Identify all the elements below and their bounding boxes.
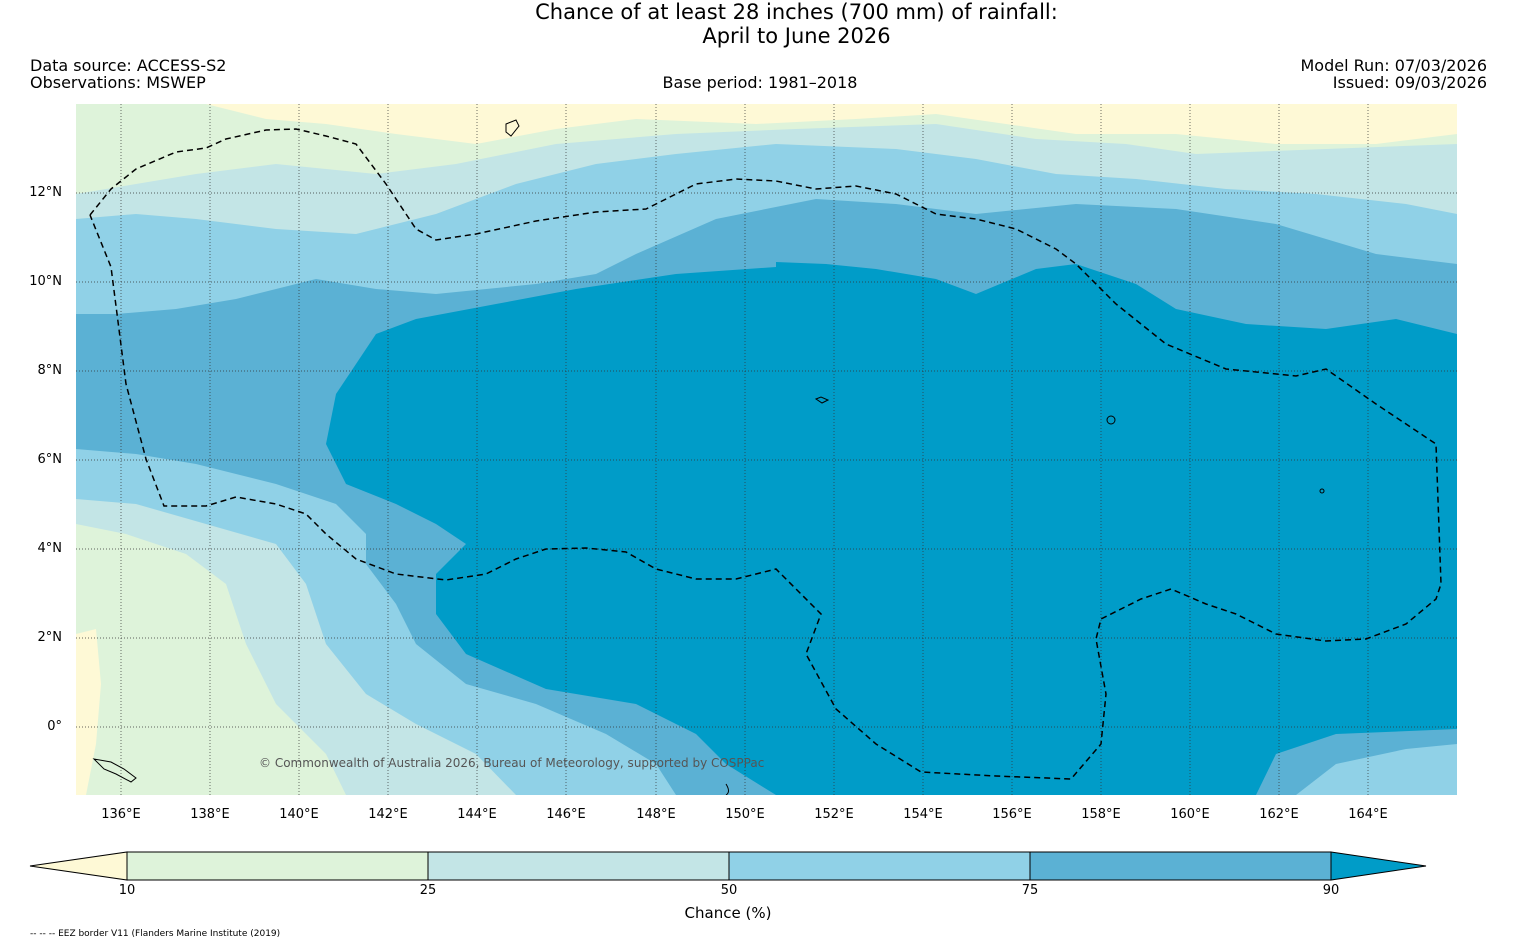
- band-below-10: [206, 104, 1457, 144]
- band-50-75-south: [1296, 744, 1457, 795]
- lon-label-142e: 142°E: [368, 807, 408, 822]
- eez-border: [89, 128, 1442, 780]
- rainfall-probability-map: [76, 104, 1457, 795]
- kosrae-island: [1319, 488, 1325, 494]
- guam-island: [505, 119, 520, 137]
- data-source-label: Data source: ACCESS-S2: [30, 56, 227, 75]
- lat-label-0: 0°: [47, 719, 62, 734]
- band-50-75: [76, 104, 1457, 795]
- colorbar-tick-90: 90: [1322, 883, 1340, 898]
- colorbar-segment-75-90: [1029, 851, 1332, 881]
- lat-label-4n: 4°N: [37, 541, 63, 556]
- map-title-line1: Chance of at least 28 inches (700 mm) of…: [535, 0, 1058, 24]
- lon-label-154e: 154°E: [903, 807, 943, 822]
- lat-label-8n: 8°N: [37, 363, 63, 378]
- model-run-label: Model Run: 07/03/2026: [1300, 56, 1488, 75]
- chuuk-island: [814, 396, 830, 404]
- colorbar-tick-50: 50: [720, 883, 738, 898]
- issued-label: Issued: 09/03/2026: [1332, 73, 1487, 92]
- observations-label: Observations: MSWEP: [30, 73, 206, 92]
- colorbar-tick-75: 75: [1021, 883, 1039, 898]
- eez-footnote: -- -- -- EEZ border V11 (Flanders Marine…: [30, 929, 281, 939]
- lon-label-146e: 146°E: [546, 807, 586, 822]
- lon-label-140e: 140°E: [279, 807, 319, 822]
- lat-label-2n: 2°N: [37, 630, 63, 645]
- lon-label-138e: 138°E: [190, 807, 230, 822]
- colorbar: [29, 851, 1427, 881]
- lon-label-144e: 144°E: [457, 807, 497, 822]
- base-period-label: Base period: 1981–2018: [662, 73, 858, 92]
- pohnpei-island: [1106, 415, 1116, 425]
- map-title-line2: April to June 2026: [702, 24, 891, 48]
- lon-label-152e: 152°E: [814, 807, 854, 822]
- band-10-25: [76, 104, 1457, 795]
- islands: [92, 119, 1325, 795]
- lat-label-10n: 10°N: [29, 274, 62, 289]
- colorbar-segment-above-90: [1330, 851, 1427, 881]
- lon-label-162e: 162°E: [1259, 807, 1299, 822]
- colorbar-segment-below-10: [29, 851, 128, 881]
- palau-island: [92, 758, 137, 783]
- copyright-notice: © Commonwealth of Australia 2026, Bureau…: [259, 756, 765, 770]
- map-svg: [76, 104, 1457, 795]
- lon-label-156e: 156°E: [992, 807, 1032, 822]
- lat-label-6n: 6°N: [37, 452, 63, 467]
- colorbar-tick-10: 10: [118, 883, 136, 898]
- graticule: [76, 104, 1457, 795]
- lon-label-148e: 148°E: [636, 807, 676, 822]
- colorbar-segment-10-25: [126, 851, 429, 881]
- lon-label-158e: 158°E: [1081, 807, 1121, 822]
- colorbar-tick-25: 25: [419, 883, 437, 898]
- lat-label-12n: 12°N: [29, 185, 62, 200]
- colorbar-title: Chance (%): [684, 904, 772, 922]
- lon-label-164e: 164°E: [1348, 807, 1388, 822]
- colorbar-segment-25-50: [427, 851, 730, 881]
- lon-label-160e: 160°E: [1170, 807, 1210, 822]
- new-guinea-coast: [725, 783, 729, 795]
- colorbar-segment-50-75: [728, 851, 1031, 881]
- band-below-10-west: [76, 629, 101, 795]
- lon-label-150e: 150°E: [725, 807, 765, 822]
- lon-label-136e: 136°E: [101, 807, 141, 822]
